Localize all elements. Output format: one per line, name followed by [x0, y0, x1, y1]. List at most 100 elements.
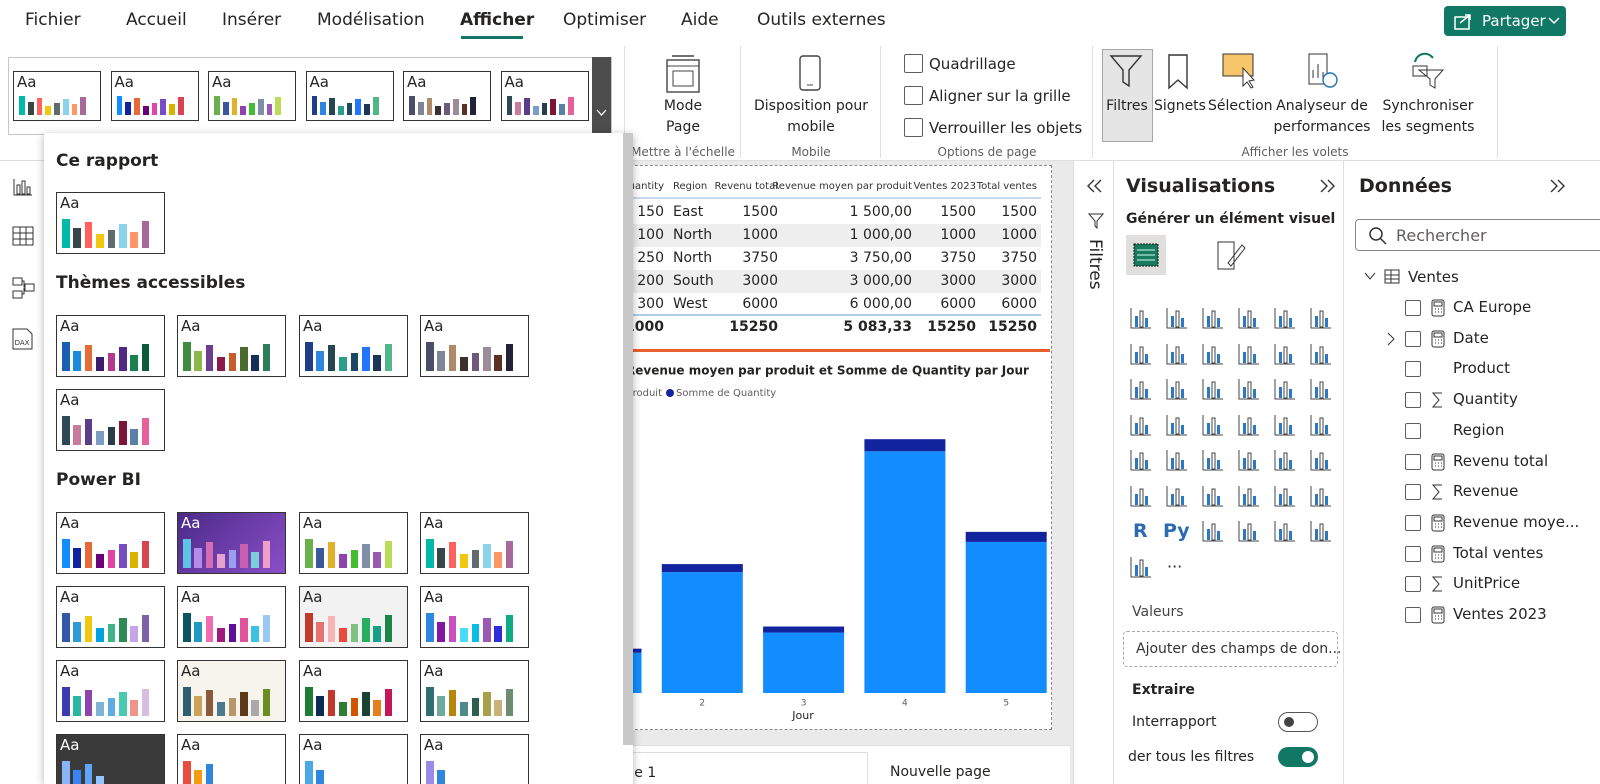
visual-type-icon[interactable]: [1309, 484, 1333, 508]
theme-thumbnail[interactable]: Aa: [305, 71, 394, 121]
theme-thumbnail[interactable]: Aa: [299, 660, 408, 722]
checkbox-label[interactable]: Quadrillage: [929, 55, 1016, 73]
theme-thumbnail[interactable]: Aa: [299, 586, 408, 648]
visual-type-icon[interactable]: [1309, 448, 1333, 472]
theme-thumbnail[interactable]: Aa: [420, 512, 529, 574]
visual-type-icon[interactable]: [1165, 306, 1189, 330]
visual-type-icon[interactable]: [1309, 377, 1333, 401]
format-icon[interactable]: [1214, 239, 1248, 273]
table-view-icon[interactable]: [12, 226, 34, 246]
theme-thumbnail[interactable]: Aa: [56, 586, 165, 648]
visual-type-icon[interactable]: [1201, 448, 1225, 472]
visual-type-icon[interactable]: [1201, 306, 1225, 330]
field-checkbox[interactable]: [1405, 453, 1421, 470]
checkbox-label[interactable]: Verrouiller les objets: [929, 119, 1083, 137]
expand-icon[interactable]: [1087, 179, 1103, 193]
menu-tab[interactable]: Accueil: [126, 10, 187, 30]
theme-thumbnail[interactable]: Aa: [403, 71, 491, 121]
visual-type-icon[interactable]: [1129, 342, 1153, 366]
theme-thumbnail[interactable]: Aa: [177, 315, 286, 377]
visual-type-icon[interactable]: [1273, 413, 1297, 437]
visual-type-icon[interactable]: [1165, 448, 1189, 472]
field-name[interactable]: Product: [1453, 359, 1510, 378]
field-name[interactable]: CA Europe: [1453, 298, 1532, 316]
values-well[interactable]: Ajouter des champs de don...: [1123, 631, 1342, 667]
visual-type-icon[interactable]: [1237, 484, 1261, 508]
visual-type-icon[interactable]: [1273, 342, 1297, 366]
visual-type-icon[interactable]: [1165, 484, 1189, 508]
visual-type-icon[interactable]: [1273, 306, 1297, 330]
theme-thumbnail[interactable]: Aa: [299, 315, 408, 377]
visual-type-icon[interactable]: [1201, 377, 1225, 401]
theme-thumbnail[interactable]: Aa: [177, 660, 286, 722]
search-box[interactable]: Rechercher: [1355, 219, 1600, 251]
cross-report-toggle[interactable]: [1278, 712, 1318, 732]
visual-type-icon[interactable]: [1201, 484, 1225, 508]
page-tab[interactable]: Page 1: [596, 752, 868, 784]
scrollbar[interactable]: [623, 133, 633, 745]
theme-thumbnail[interactable]: Aa: [208, 71, 296, 121]
theme-thumbnail[interactable]: Aa: [420, 315, 529, 377]
field-checkbox[interactable]: [1405, 484, 1421, 501]
field-checkbox[interactable]: [1405, 330, 1421, 347]
field-name[interactable]: Date: [1453, 328, 1489, 347]
theme-thumbnail[interactable]: Aa: [420, 734, 529, 784]
pane-toggle[interactable]: Signets: [1154, 98, 1206, 114]
theme-thumbnail[interactable]: Aa: [177, 512, 286, 574]
theme-thumbnail[interactable]: Aa: [56, 734, 165, 784]
field-name[interactable]: UnitPrice: [1453, 574, 1521, 593]
theme-thumbnail[interactable]: Aa: [56, 389, 165, 451]
visual-type-icon[interactable]: [1129, 555, 1153, 579]
visual-type-icon[interactable]: [1273, 519, 1297, 543]
visual-type-icon[interactable]: [1165, 342, 1189, 366]
field-checkbox[interactable]: [1405, 545, 1421, 562]
theme-thumbnail[interactable]: Aa: [177, 734, 286, 784]
field-name[interactable]: Ventes 2023: [1453, 605, 1547, 623]
field-checkbox[interactable]: [1405, 392, 1421, 409]
share-button[interactable]: Partager: [1444, 6, 1566, 36]
field-name[interactable]: Total ventes: [1453, 543, 1544, 562]
mobile-layout-button[interactable]: Disposition pour mobile: [754, 98, 868, 135]
theme-thumbnail[interactable]: Aa: [420, 586, 529, 648]
new-page-tab[interactable]: Nouvelle page: [890, 764, 991, 780]
visual-type-icon[interactable]: [1237, 377, 1261, 401]
gallery-expand[interactable]: [592, 57, 611, 133]
field-checkbox[interactable]: [1405, 361, 1421, 378]
field-checkbox[interactable]: [1405, 607, 1421, 623]
theme-thumbnail[interactable]: Aa: [299, 512, 408, 574]
theme-thumbnail[interactable]: Aa: [420, 660, 529, 722]
theme-thumbnail[interactable]: Aa: [56, 192, 165, 254]
theme-thumbnail[interactable]: Aa: [299, 734, 408, 784]
visual-type-icon[interactable]: [1165, 377, 1189, 401]
collapse-icon[interactable]: [1550, 179, 1566, 193]
field-name[interactable]: Quantity: [1453, 390, 1518, 409]
script-visual[interactable]: R: [1133, 520, 1148, 542]
visual-type-icon[interactable]: [1309, 342, 1333, 366]
visual-type-icon[interactable]: [1309, 306, 1333, 330]
visual-type-icon[interactable]: [1237, 342, 1261, 366]
menu-tab[interactable]: Insérer: [222, 10, 282, 30]
theme-thumbnail[interactable]: Aa: [110, 71, 199, 121]
model-view-icon[interactable]: [12, 276, 36, 300]
visual-type-icon[interactable]: [1129, 413, 1153, 437]
visual-type-icon[interactable]: [1237, 306, 1261, 330]
script-visual[interactable]: Py: [1163, 520, 1190, 542]
menu-tab[interactable]: Afficher: [460, 10, 535, 30]
theme-thumbnail[interactable]: Aa: [13, 71, 101, 121]
page-view-button[interactable]: Mode Page: [663, 98, 703, 135]
visual-type-icon[interactable]: [1129, 484, 1153, 508]
field-name[interactable]: Revenue: [1453, 482, 1519, 501]
visual-type-icon[interactable]: [1309, 519, 1333, 543]
menu-tab[interactable]: Outils externes: [757, 10, 886, 30]
field-name[interactable]: Revenu total: [1453, 451, 1549, 470]
visual-type-icon[interactable]: [1201, 413, 1225, 437]
build-tab[interactable]: [1126, 235, 1166, 275]
visual-type-icon[interactable]: [1273, 448, 1297, 472]
dax-view-icon[interactable]: DAX: [10, 327, 36, 353]
visual-type-icon[interactable]: [1129, 448, 1153, 472]
visual-type-icon[interactable]: [1273, 377, 1297, 401]
pane-toggle[interactable]: Analyseur de performances: [1273, 98, 1371, 135]
visual-type-icon[interactable]: [1165, 413, 1189, 437]
pane-toggle[interactable]: Sélection: [1208, 98, 1273, 114]
checkbox[interactable]: [904, 86, 923, 105]
